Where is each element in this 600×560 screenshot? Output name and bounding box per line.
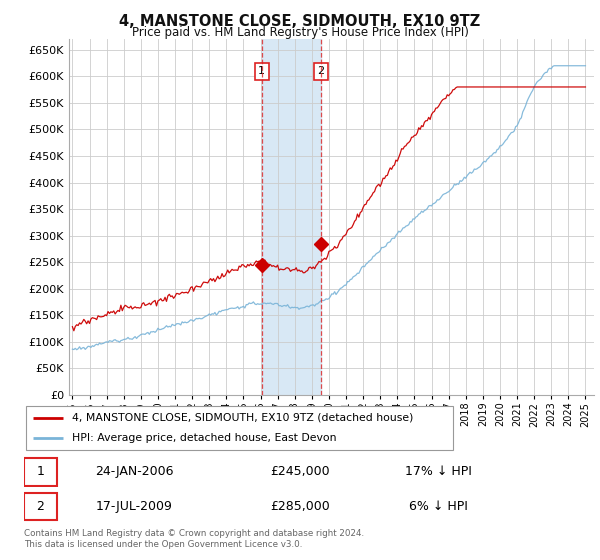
- Text: HPI: Average price, detached house, East Devon: HPI: Average price, detached house, East…: [71, 433, 336, 443]
- Text: 17% ↓ HPI: 17% ↓ HPI: [404, 465, 472, 478]
- Text: Price paid vs. HM Land Registry's House Price Index (HPI): Price paid vs. HM Land Registry's House …: [131, 26, 469, 39]
- Text: 2: 2: [37, 500, 44, 513]
- Text: Contains HM Land Registry data © Crown copyright and database right 2024.
This d: Contains HM Land Registry data © Crown c…: [24, 529, 364, 549]
- Text: 2: 2: [317, 66, 325, 76]
- Text: 1: 1: [258, 66, 265, 76]
- Bar: [262, 39, 321, 395]
- Text: 4, MANSTONE CLOSE, SIDMOUTH, EX10 9TZ (detached house): 4, MANSTONE CLOSE, SIDMOUTH, EX10 9TZ (d…: [71, 413, 413, 423]
- FancyBboxPatch shape: [24, 458, 57, 486]
- FancyBboxPatch shape: [26, 406, 453, 450]
- FancyBboxPatch shape: [24, 493, 57, 520]
- Text: 1: 1: [37, 465, 44, 478]
- Text: 4, MANSTONE CLOSE, SIDMOUTH, EX10 9TZ: 4, MANSTONE CLOSE, SIDMOUTH, EX10 9TZ: [119, 14, 481, 29]
- Text: 24-JAN-2006: 24-JAN-2006: [95, 465, 173, 478]
- Text: 17-JUL-2009: 17-JUL-2009: [96, 500, 173, 513]
- Text: 6% ↓ HPI: 6% ↓ HPI: [409, 500, 467, 513]
- Text: £245,000: £245,000: [270, 465, 330, 478]
- Text: £285,000: £285,000: [270, 500, 330, 513]
